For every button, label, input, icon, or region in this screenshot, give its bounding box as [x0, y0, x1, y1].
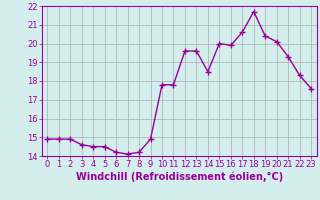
- X-axis label: Windchill (Refroidissement éolien,°C): Windchill (Refroidissement éolien,°C): [76, 172, 283, 182]
